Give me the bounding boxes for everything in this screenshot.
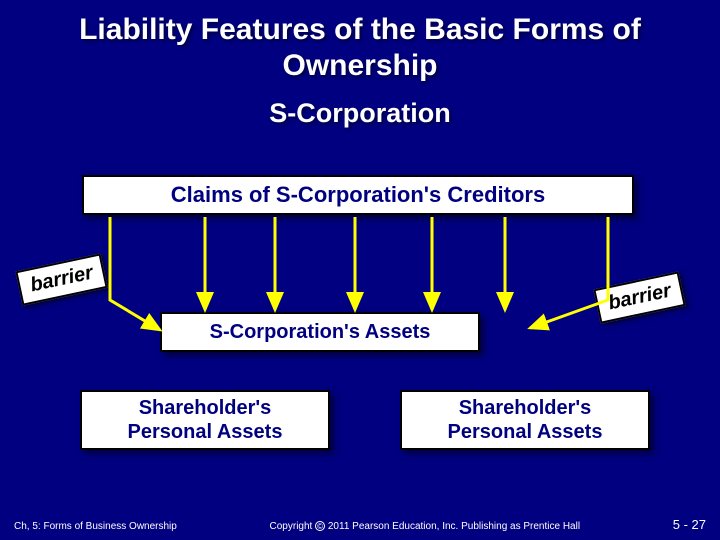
slide-subtitle: S-Corporation	[0, 84, 720, 129]
box-shareholder-right: Shareholder'sPersonal Assets	[400, 390, 650, 450]
footer-right: 5 - 27	[673, 517, 706, 532]
footer-center-post: 2011 Pearson Education, Inc. Publishing …	[325, 521, 580, 532]
copyright-icon: ©	[315, 521, 325, 531]
slide-title: Liability Features of the Basic Forms of…	[0, 0, 720, 84]
footer-left: Ch, 5: Forms of Business Ownership	[14, 521, 177, 532]
barrier-label-left: barrier	[15, 253, 108, 305]
box-creditors: Claims of S-Corporation's Creditors	[82, 175, 634, 215]
barrier-label-right: barrier	[593, 271, 686, 323]
box-shareholder-left: Shareholder'sPersonal Assets	[80, 390, 330, 450]
footer: Ch, 5: Forms of Business Ownership Copyr…	[0, 517, 720, 532]
footer-center-pre: Copyright	[270, 521, 316, 532]
box-assets: S-Corporation's Assets	[160, 312, 480, 352]
footer-center: Copyright © 2011 Pearson Education, Inc.…	[177, 521, 673, 532]
